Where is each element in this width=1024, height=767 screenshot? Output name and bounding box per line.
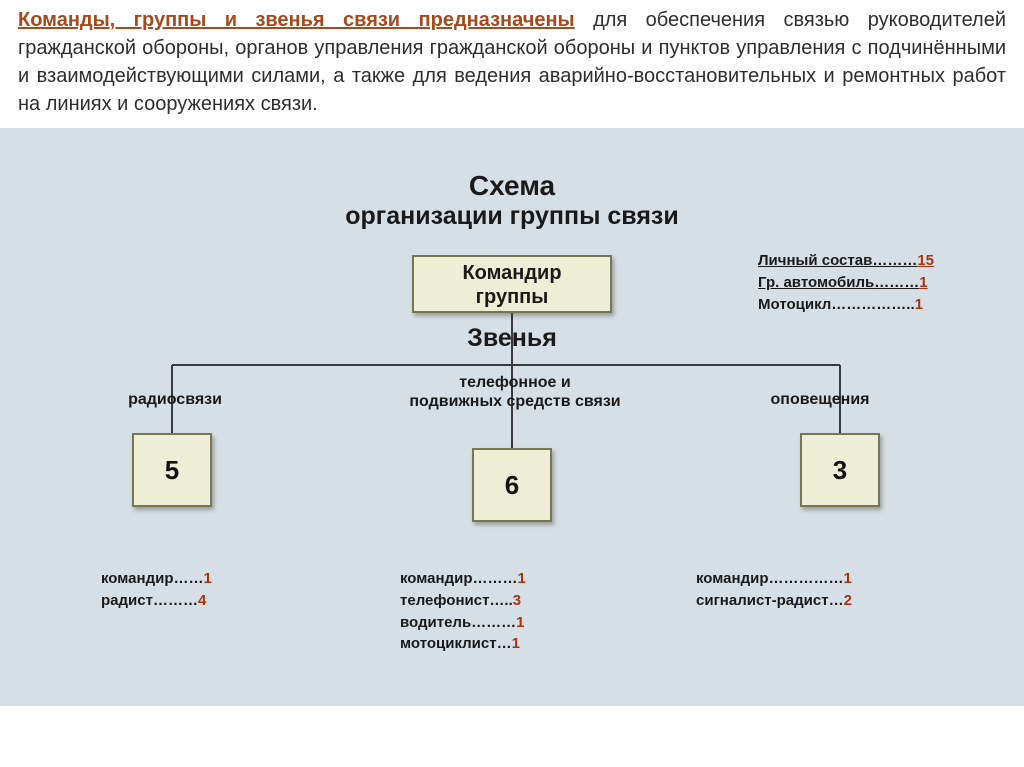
- branch-label-2: телефонное и подвижных средств связи: [385, 373, 645, 411]
- stat-number: 15: [917, 252, 934, 269]
- branch-label-3: оповещения: [720, 390, 920, 409]
- stat-label: Личный состав: [758, 252, 872, 269]
- diagram-panel: Схема организации группы связи Командир …: [0, 128, 1024, 706]
- branch-detail-3: командир……………1 сигналист-радист…2: [696, 568, 852, 612]
- branch-label-1: радиосвязи: [75, 390, 275, 409]
- branch-detail-1: командир……1 радист………4: [101, 568, 212, 612]
- commander-line-1: Командир: [414, 261, 610, 285]
- branch-detail-2: командир………1 телефонист…..3 водитель………1…: [400, 568, 526, 655]
- intro-heading: Команды, группы и звенья связи предназна…: [18, 9, 575, 31]
- stat-label: Гр. автомобиль: [758, 274, 874, 291]
- commander-line-2: группы: [414, 285, 610, 309]
- zvenya-label: Звенья: [0, 324, 1024, 353]
- stat-number: 1: [915, 296, 923, 313]
- commander-box: Командир группы: [412, 255, 612, 313]
- resource-stats: Личный состав………15 Гр. автомобиль………1 Мо…: [758, 250, 934, 315]
- branch-box-3: 3: [800, 433, 880, 507]
- branch-box-1: 5: [132, 433, 212, 507]
- stat-label: Мотоцикл: [758, 296, 831, 313]
- diagram-title-2: организации группы связи: [0, 202, 1024, 231]
- intro-paragraph: Команды, группы и звенья связи предназна…: [0, 0, 1024, 128]
- diagram-title-1: Схема: [0, 170, 1024, 202]
- branch-box-2: 6: [472, 448, 552, 522]
- stat-number: 1: [919, 274, 927, 291]
